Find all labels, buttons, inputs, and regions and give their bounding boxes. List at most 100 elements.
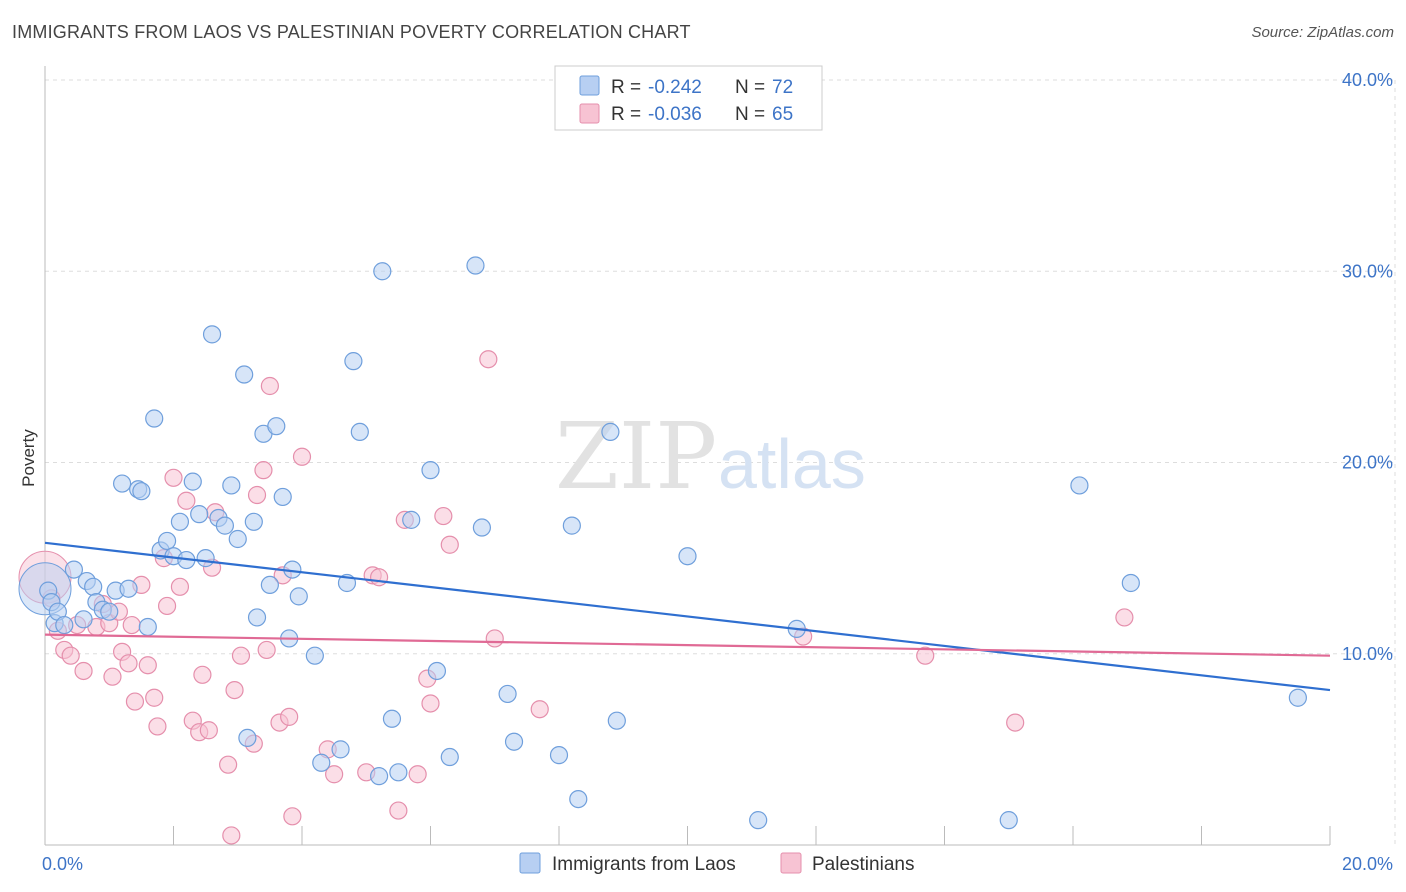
point-laos-67 [749, 811, 768, 830]
point-laos-62 [562, 516, 581, 535]
point-laos-60 [504, 732, 524, 751]
point-laos-44 [312, 753, 331, 772]
point-laos-29 [215, 516, 234, 535]
point-laos-72 [1288, 688, 1307, 707]
point-laos-58 [472, 518, 491, 537]
legend-r-value-2: -0.036 [648, 104, 702, 125]
point-palestinians-31 [222, 826, 241, 845]
point-palestinians-60 [916, 646, 935, 665]
point-palestinians-37 [257, 640, 276, 660]
point-laos-63 [569, 789, 588, 809]
chart-title: IMMIGRANTS FROM LAOS VS PALESTINIAN POVE… [12, 22, 691, 42]
y-tick-labels: 10.0% 20.0% 30.0% 40.0% [1342, 70, 1393, 664]
point-laos-14 [119, 579, 138, 598]
point-laos-48 [350, 422, 369, 441]
point-laos-45 [331, 740, 350, 759]
point-palestinians-18 [148, 717, 167, 736]
point-laos-17 [138, 617, 157, 637]
y-tick-label-0: 10.0% [1342, 644, 1393, 664]
point-laos-8 [84, 577, 103, 596]
point-laos-34 [244, 512, 263, 531]
point-laos-71 [1121, 573, 1140, 593]
legend-n-label-1: N = [735, 77, 765, 98]
legend-r-label-1: R = [611, 77, 641, 98]
point-laos-49 [370, 767, 389, 786]
point-laos-52 [389, 763, 408, 782]
y-tick-label-1: 20.0% [1342, 453, 1393, 473]
point-palestinians-56 [479, 350, 498, 369]
point-laos-35 [247, 608, 267, 627]
point-laos-5 [64, 560, 84, 579]
point-laos-25 [190, 505, 209, 524]
point-laos-70 [1070, 476, 1089, 495]
point-palestinians-30 [219, 755, 238, 774]
point-laos-50 [373, 262, 392, 281]
point-palestinians-54 [434, 506, 453, 526]
y-axis-label: Poverty [19, 429, 38, 487]
axes [44, 66, 1331, 846]
point-palestinians-36 [254, 461, 273, 480]
point-palestinians-23 [177, 491, 196, 510]
series-immigrants-from-laos [18, 256, 1307, 830]
legend-swatch-pink [579, 103, 600, 124]
point-palestinians-42 [283, 807, 302, 826]
point-palestinians-51 [408, 765, 427, 784]
point-laos-57 [466, 256, 485, 275]
trend-line-palestinians [44, 633, 1331, 657]
x-tick-labels: 0.0% 20.0% [42, 854, 1393, 874]
y-tick-label-3: 40.0% [1342, 70, 1393, 90]
point-laos-30 [222, 476, 241, 495]
point-palestinians-38 [260, 376, 279, 396]
point-laos-43 [305, 646, 324, 665]
point-laos-22 [170, 512, 190, 531]
point-laos-4 [55, 615, 74, 635]
bottom-legend-swatch-pink [780, 852, 802, 874]
legend: R = -0.242 N = 72 R = -0.036 N = 65 [554, 65, 823, 131]
point-palestinians-5 [74, 661, 93, 681]
point-laos-16 [132, 482, 151, 501]
bottom-legend: Immigrants from Laos Palestinians [519, 852, 914, 875]
point-laos-13 [112, 474, 132, 493]
point-palestinians-57 [485, 629, 504, 648]
point-laos-59 [498, 684, 517, 704]
point-laos-47 [344, 352, 363, 371]
point-laos-65 [607, 711, 626, 730]
point-laos-55 [427, 661, 447, 681]
y-tick-label-2: 30.0% [1342, 261, 1393, 281]
point-laos-31 [228, 529, 247, 549]
bottom-legend-swatch-blue [519, 852, 541, 874]
point-laos-27 [202, 325, 222, 344]
point-palestinians-22 [170, 577, 190, 596]
point-palestinians-58 [530, 700, 549, 719]
point-palestinians-55 [440, 535, 459, 554]
point-laos-24 [183, 472, 202, 491]
point-laos-42 [289, 587, 308, 606]
point-laos-18 [145, 409, 164, 428]
point-palestinians-45 [325, 765, 344, 784]
point-palestinians-35 [247, 485, 267, 505]
point-laos-64 [601, 422, 620, 441]
point-laos-53 [402, 510, 421, 529]
point-palestinians-14 [125, 692, 145, 711]
point-laos-51 [382, 709, 402, 728]
point-palestinians-43 [292, 447, 312, 466]
point-palestinians-13 [122, 615, 141, 635]
x-tick-label-1: 20.0% [1342, 854, 1393, 874]
point-laos-37 [260, 575, 279, 595]
point-laos-69 [999, 811, 1018, 830]
point-palestinians-17 [145, 688, 164, 707]
trend-line-laos [44, 541, 1331, 692]
watermark-atlas: atlas [718, 425, 866, 503]
legend-r-label-2: R = [611, 104, 641, 125]
point-laos-56 [440, 747, 459, 767]
legend-n-label-2: N = [735, 104, 765, 125]
point-palestinians-62 [1115, 608, 1134, 627]
point-palestinians-61 [1006, 713, 1025, 732]
point-palestinians-20 [157, 596, 177, 616]
point-palestinians-12 [119, 654, 138, 673]
point-palestinians-16 [138, 656, 157, 675]
point-palestinians-33 [231, 646, 251, 665]
legend-n-value-1: 72 [772, 77, 793, 98]
point-palestinians-41 [280, 707, 299, 726]
